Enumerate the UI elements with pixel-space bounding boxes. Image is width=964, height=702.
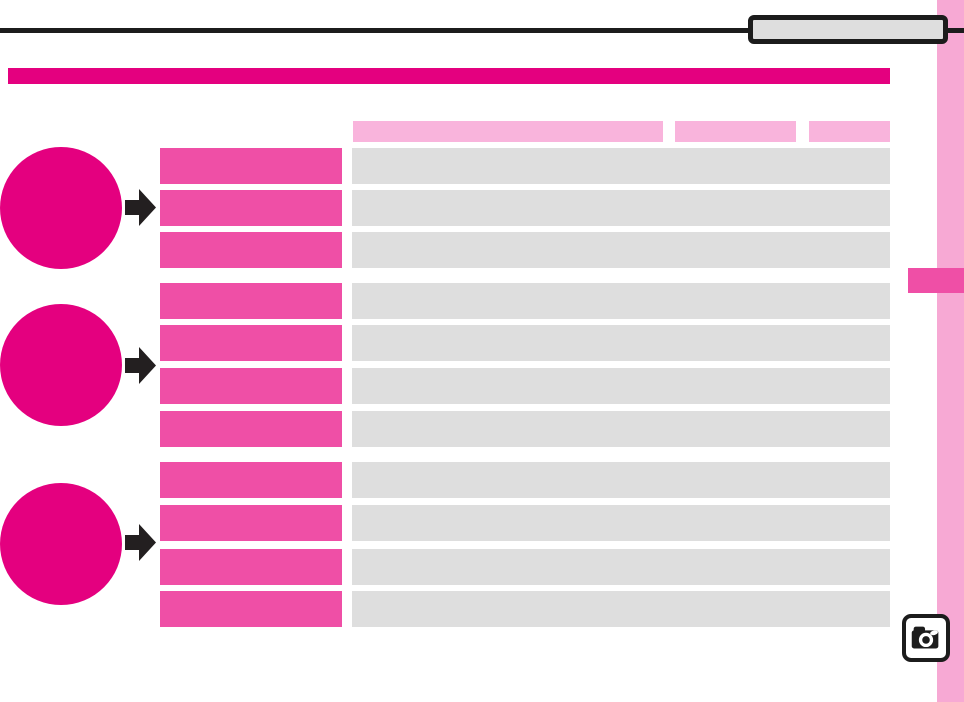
table-row xyxy=(0,232,964,268)
step-circle-2 xyxy=(0,304,122,426)
table-row xyxy=(0,505,964,541)
step-circle-3 xyxy=(0,483,122,605)
row-label-bar xyxy=(160,283,342,319)
row-label-bar xyxy=(160,505,342,541)
row-label-bar xyxy=(160,190,342,226)
row-content-bar xyxy=(352,232,890,268)
camera-icon xyxy=(902,614,950,662)
table-column-header-2 xyxy=(675,121,796,142)
right-arrow-icon xyxy=(125,524,156,561)
table-row xyxy=(0,190,964,226)
row-content-bar xyxy=(352,325,890,361)
row-content-bar xyxy=(352,591,890,627)
row-content-bar xyxy=(352,411,890,447)
row-label-bar xyxy=(160,232,342,268)
table-row xyxy=(0,148,964,184)
page-header-tab xyxy=(748,15,948,44)
table-row xyxy=(0,368,964,404)
row-label-bar xyxy=(160,462,342,498)
right-arrow-icon xyxy=(125,189,156,226)
row-content-bar xyxy=(352,148,890,184)
table-row xyxy=(0,462,964,498)
page-edge-stripe xyxy=(937,0,964,702)
right-arrow-icon xyxy=(125,347,156,384)
row-label-bar xyxy=(160,591,342,627)
row-content-bar xyxy=(352,190,890,226)
table-row xyxy=(0,325,964,361)
row-label-bar xyxy=(160,411,342,447)
row-content-bar xyxy=(352,368,890,404)
table-row xyxy=(0,283,964,319)
table-row xyxy=(0,411,964,447)
row-label-bar xyxy=(160,325,342,361)
table-row xyxy=(0,549,964,585)
row-content-bar xyxy=(352,462,890,498)
table-row xyxy=(0,591,964,627)
section-title-bar xyxy=(8,68,890,84)
step-circle-1 xyxy=(0,147,122,269)
row-label-bar xyxy=(160,148,342,184)
row-content-bar xyxy=(352,283,890,319)
row-content-bar xyxy=(352,505,890,541)
row-content-bar xyxy=(352,549,890,585)
table-column-header-1 xyxy=(353,121,663,142)
row-label-bar xyxy=(160,368,342,404)
row-label-bar xyxy=(160,549,342,585)
side-index-tab xyxy=(908,268,964,293)
header-rule-line xyxy=(0,28,964,33)
table-column-header-3 xyxy=(809,121,890,142)
